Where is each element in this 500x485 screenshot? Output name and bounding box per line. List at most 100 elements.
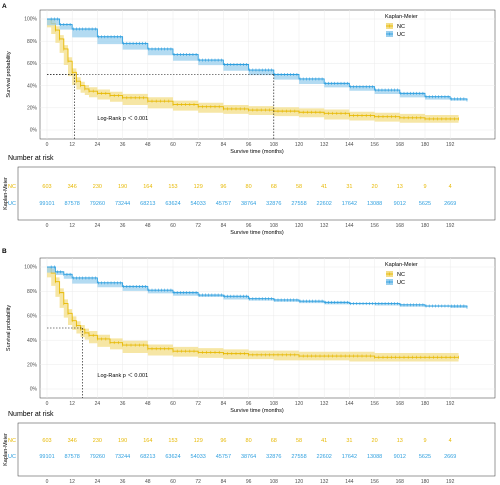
survival-curve-uc bbox=[47, 18, 468, 101]
risk-value: 5625 bbox=[419, 454, 431, 460]
risk-value: 73244 bbox=[115, 201, 130, 207]
risk-value: 4 bbox=[449, 184, 452, 190]
risk-x-tick-label: 96 bbox=[246, 223, 252, 229]
panel-a: A 0% 20% 40% 60% 80% 100% 0 12 24 36 48 60 72 84 96 108 1… bbox=[2, 3, 496, 236]
risk-value: 68213 bbox=[140, 454, 155, 460]
risk-value: 54033 bbox=[191, 454, 206, 460]
plot-frame bbox=[39, 257, 496, 399]
risk-x-tick-label: 168 bbox=[396, 479, 405, 485]
x-tick-label: 72 bbox=[195, 142, 201, 148]
risk-value: 38764 bbox=[241, 454, 256, 460]
risk-row-label: NC bbox=[8, 438, 16, 444]
risk-value: 230 bbox=[93, 184, 102, 190]
y-tick-label: 40% bbox=[27, 338, 38, 344]
ci-band-uc bbox=[47, 267, 467, 308]
x-tick-label: 156 bbox=[370, 142, 379, 148]
x-tick-label: 180 bbox=[421, 142, 430, 148]
risk-x-tick-label: 132 bbox=[320, 223, 329, 229]
risk-value: 603 bbox=[42, 184, 51, 190]
risk-value: 346 bbox=[68, 184, 77, 190]
risk-x-tick-label: 96 bbox=[246, 479, 252, 485]
risk-value: 54033 bbox=[191, 201, 206, 207]
risk-x-tick-label: 60 bbox=[170, 479, 176, 485]
y-tick-label: 100% bbox=[24, 17, 37, 23]
risk-x-tick-label: 72 bbox=[195, 223, 201, 229]
risk-x-tick-label: 180 bbox=[421, 479, 430, 485]
risk-x-tick-label: 24 bbox=[95, 223, 101, 229]
risk-value: 31 bbox=[346, 184, 352, 190]
risk-x-tick-label: 120 bbox=[295, 223, 304, 229]
risk-x-tick-label: 132 bbox=[320, 479, 329, 485]
x-tick-label: 192 bbox=[446, 142, 455, 148]
y-axis-title: Survival probability bbox=[6, 51, 12, 97]
risk-x-tick-label: 156 bbox=[370, 479, 379, 485]
x-tick-label: 156 bbox=[370, 401, 379, 407]
risk-value: 22602 bbox=[317, 454, 332, 460]
x-tick-label: 60 bbox=[170, 142, 176, 148]
x-tick-label: 96 bbox=[246, 401, 252, 407]
risk-value: 5625 bbox=[419, 201, 431, 207]
risk-x-tick-label: 120 bbox=[295, 479, 304, 485]
risk-value: 68213 bbox=[140, 201, 155, 207]
risk-row-label: UC bbox=[8, 454, 16, 460]
risk-value: 17642 bbox=[342, 201, 357, 207]
risk-value: 63624 bbox=[165, 201, 180, 207]
risk-value: 13 bbox=[397, 438, 403, 444]
log-rank-annotation: Log-Rank p ＜ 0.001 bbox=[97, 116, 148, 122]
risk-value: 153 bbox=[168, 438, 177, 444]
x-tick-label: 12 bbox=[69, 401, 75, 407]
x-tick-label: 48 bbox=[145, 401, 151, 407]
risk-value: 32876 bbox=[266, 454, 281, 460]
risk-table-title: Number at risk bbox=[8, 155, 54, 162]
risk-x-tick-label: 192 bbox=[446, 223, 455, 229]
x-tick-label: 84 bbox=[221, 401, 227, 407]
risk-value: 99101 bbox=[39, 454, 54, 460]
risk-value: 38764 bbox=[241, 201, 256, 207]
y-tick-label: 40% bbox=[27, 83, 38, 89]
x-tick-label: 0 bbox=[46, 401, 49, 407]
legend-title: Kaplan-Meier bbox=[385, 262, 418, 268]
risk-x-tick-label: 144 bbox=[345, 223, 354, 229]
risk-x-tick-label: 0 bbox=[46, 223, 49, 229]
x-tick-label: 132 bbox=[320, 142, 329, 148]
risk-x-tick-label: 84 bbox=[221, 479, 227, 485]
risk-x-tick-label: 12 bbox=[69, 479, 75, 485]
survival-curve-uc bbox=[47, 266, 468, 308]
risk-row-label: NC bbox=[8, 184, 16, 190]
risk-value: 9012 bbox=[394, 454, 406, 460]
risk-value: 96 bbox=[220, 438, 226, 444]
risk-x-tick-label: 144 bbox=[345, 479, 354, 485]
risk-value: 79260 bbox=[90, 201, 105, 207]
x-tick-label: 36 bbox=[120, 142, 126, 148]
x-tick-label: 12 bbox=[69, 142, 75, 148]
risk-row-label: UC bbox=[8, 201, 16, 207]
risk-value: 153 bbox=[168, 184, 177, 190]
risk-value: 13088 bbox=[367, 454, 382, 460]
risk-value: 13088 bbox=[367, 201, 382, 207]
x-tick-label: 120 bbox=[295, 401, 304, 407]
risk-x-tick-label: 12 bbox=[69, 223, 75, 229]
risk-value: 164 bbox=[143, 438, 152, 444]
x-tick-label: 60 bbox=[170, 401, 176, 407]
risk-value: 17642 bbox=[342, 454, 357, 460]
risk-value: 20 bbox=[372, 438, 378, 444]
risk-value: 190 bbox=[118, 184, 127, 190]
risk-value: 87578 bbox=[65, 201, 80, 207]
x-tick-label: 0 bbox=[46, 142, 49, 148]
risk-x-tick-label: 72 bbox=[195, 479, 201, 485]
y-tick-label: 60% bbox=[27, 61, 38, 67]
x-tick-label: 144 bbox=[345, 401, 354, 407]
x-tick-label: 48 bbox=[145, 142, 151, 148]
risk-value: 9 bbox=[423, 184, 426, 190]
legend-entry: NC bbox=[397, 24, 405, 30]
risk-x-tick-label: 24 bbox=[95, 479, 101, 485]
x-tick-label: 24 bbox=[95, 142, 101, 148]
risk-value: 68 bbox=[271, 184, 277, 190]
risk-value: 45757 bbox=[216, 454, 231, 460]
risk-value: 80 bbox=[246, 438, 252, 444]
y-tick-label: 0% bbox=[30, 387, 38, 393]
x-axis-title: Survive time (months) bbox=[230, 149, 284, 155]
x-tick-label: 144 bbox=[345, 142, 354, 148]
risk-value: 13 bbox=[397, 184, 403, 190]
